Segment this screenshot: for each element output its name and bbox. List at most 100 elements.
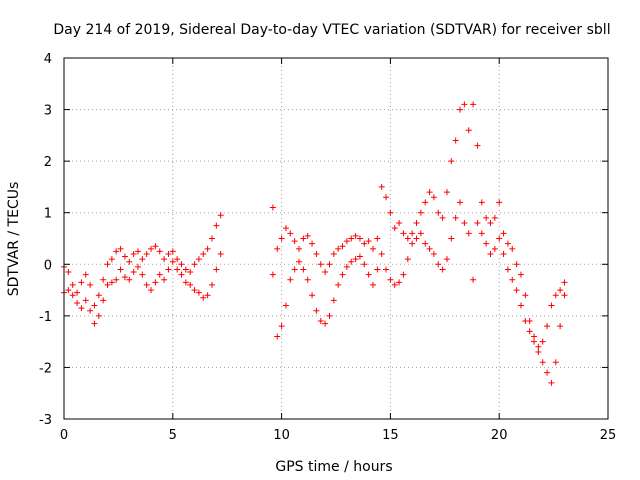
data-point [174, 266, 181, 273]
data-point [391, 225, 398, 232]
data-point [296, 258, 303, 265]
data-point [191, 287, 198, 294]
data-point [313, 250, 320, 257]
data-point [457, 199, 464, 206]
x-tick-label: 15 [382, 428, 399, 443]
data-point [348, 258, 355, 265]
data-point [443, 256, 450, 263]
data-point [208, 235, 215, 242]
data-point [165, 266, 172, 273]
data-point [404, 235, 411, 242]
data-point [552, 359, 559, 366]
data-point [217, 212, 224, 219]
data-point [182, 266, 189, 273]
data-point [69, 281, 76, 288]
data-point [100, 276, 107, 283]
data-point [426, 245, 433, 252]
data-point [143, 281, 150, 288]
data-point [169, 248, 176, 255]
data-point [409, 240, 416, 247]
data-point [422, 240, 429, 247]
data-point [330, 297, 337, 304]
data-point [422, 199, 429, 206]
data-point [504, 240, 511, 247]
data-point [461, 220, 468, 227]
x-tick-label: 20 [491, 428, 508, 443]
data-point [548, 379, 555, 386]
data-point [413, 235, 420, 242]
data-point [317, 318, 324, 325]
data-point [143, 250, 150, 257]
data-point [539, 338, 546, 345]
data-point [87, 281, 94, 288]
data-point [557, 287, 564, 294]
data-point [187, 281, 194, 288]
data-point [356, 253, 363, 260]
data-point [152, 243, 159, 250]
data-point [443, 189, 450, 196]
data-point [409, 230, 416, 237]
data-point [269, 204, 276, 211]
x-tick-label: 10 [273, 428, 290, 443]
data-point [78, 279, 85, 286]
data-point [552, 292, 559, 299]
data-point [435, 209, 442, 216]
data-point [95, 292, 102, 299]
data-point [369, 245, 376, 252]
y-tick-label: 3 [44, 104, 52, 119]
y-tick-label: -2 [39, 361, 52, 376]
data-point [535, 343, 542, 350]
y-tick-label: 0 [44, 258, 52, 273]
data-point [465, 127, 472, 134]
data-point [269, 271, 276, 278]
data-point [491, 214, 498, 221]
data-point [470, 276, 477, 283]
data-point [161, 256, 168, 263]
data-point [544, 323, 551, 330]
data-point [478, 199, 485, 206]
data-point [352, 256, 359, 263]
data-point [195, 289, 202, 296]
data-point [317, 261, 324, 268]
data-point [396, 279, 403, 286]
data-point [169, 258, 176, 265]
data-point [304, 276, 311, 283]
data-point [117, 245, 124, 252]
data-point [326, 261, 333, 268]
data-point [557, 323, 564, 330]
data-point [404, 256, 411, 263]
data-point [152, 279, 159, 286]
data-point [78, 305, 85, 312]
data-point [74, 289, 81, 296]
data-point [82, 271, 89, 278]
data-point [296, 245, 303, 252]
data-point [309, 240, 316, 247]
data-point [391, 281, 398, 288]
data-point [113, 248, 120, 255]
data-point [156, 271, 163, 278]
data-point [100, 297, 107, 304]
data-point [387, 209, 394, 216]
data-point [535, 348, 542, 355]
data-point [417, 209, 424, 216]
data-point [148, 245, 155, 252]
data-point [448, 158, 455, 165]
data-point [461, 101, 468, 108]
data-point [483, 240, 490, 247]
y-tick-label: -1 [39, 310, 52, 325]
data-point [130, 250, 137, 257]
data-point [291, 238, 298, 245]
data-point [504, 266, 511, 273]
data-point [182, 279, 189, 286]
data-point [213, 266, 220, 273]
data-point [204, 292, 211, 299]
data-point [200, 294, 207, 301]
data-point [430, 194, 437, 201]
data-point [161, 276, 168, 283]
data-point [322, 320, 329, 327]
data-point [156, 248, 163, 255]
data-point [91, 320, 98, 327]
data-point [383, 194, 390, 201]
data-point [478, 230, 485, 237]
data-point [352, 232, 359, 239]
